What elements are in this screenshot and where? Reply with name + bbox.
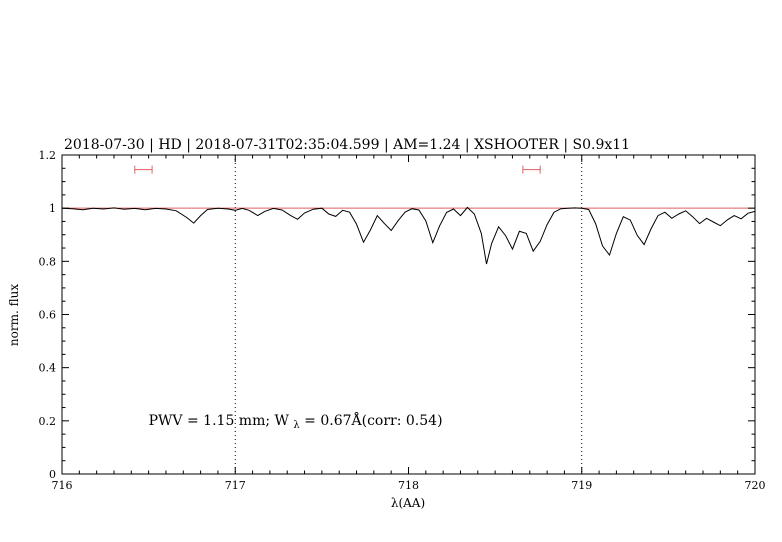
- x-tick-label: 718: [398, 479, 419, 492]
- y-axis-label: norm. flux: [7, 284, 21, 346]
- pwv-annotation: PWV = 1.15 mm; W λ = 0.67Å(corr: 0.54): [149, 411, 443, 432]
- spectrum-line: [61, 206, 756, 265]
- y-tick-label: 1: [49, 202, 56, 215]
- x-axis-label: λ(AA): [391, 496, 425, 510]
- y-tick-label: 0.6: [39, 309, 57, 322]
- range-markers: [134, 165, 541, 174]
- pwv-annotation-main: PWV = 1.15 mm; W: [149, 413, 290, 429]
- plot-ticks: [61, 154, 756, 475]
- x-tick-label: 719: [571, 479, 592, 492]
- y-tick-label: 0.4: [39, 362, 57, 375]
- x-tick-label: 720: [745, 479, 766, 492]
- tick-labels: 716 717 718 719 720 0 0.2 0.4 0.6 0.8 1 1.2: [39, 149, 766, 492]
- pwv-annotation-rest: = 0.67Å(corr: 0.54): [304, 411, 442, 429]
- y-tick-label: 1.2: [39, 149, 57, 162]
- pwv-annotation-subscript: λ: [293, 420, 300, 431]
- x-tick-label: 717: [225, 479, 246, 492]
- x-tick-label: 716: [52, 479, 73, 492]
- y-tick-label: 0.2: [39, 415, 57, 428]
- y-tick-label: 0: [49, 468, 56, 481]
- y-tick-label: 0.8: [39, 255, 57, 268]
- plot-title: 2018-07-30 | HD | 2018-07-31T02:35:04.59…: [64, 137, 630, 153]
